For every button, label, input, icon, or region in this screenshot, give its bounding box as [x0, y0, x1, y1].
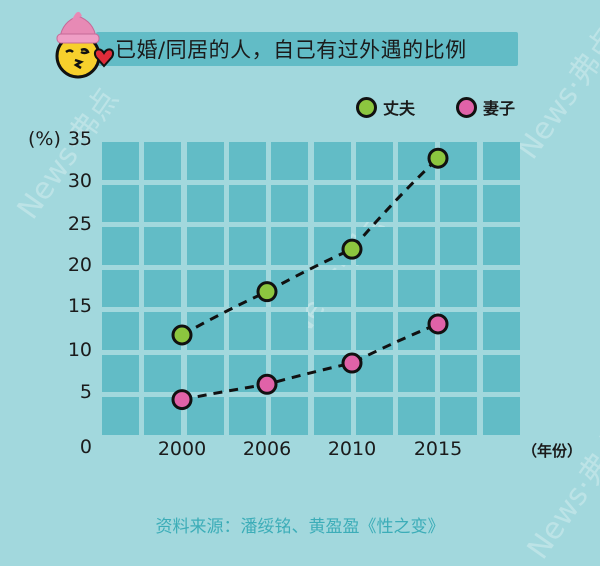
- grid-cell: [228, 227, 266, 265]
- husband-marker-icon: [356, 96, 377, 118]
- grid-cell: [102, 354, 139, 392]
- y-tick: 35: [67, 128, 92, 150]
- legend-label: 丈夫: [383, 99, 416, 118]
- grid-cell: [313, 312, 351, 350]
- grid-cell: [440, 269, 478, 307]
- grid-cell: [482, 269, 520, 307]
- grid-cell: [144, 227, 182, 265]
- grid-cell: [228, 312, 266, 350]
- grid-cell: [102, 227, 139, 265]
- chart-title: 已婚/同居的人，自己有过外遇的比例: [115, 38, 467, 62]
- grid-cell: [144, 354, 182, 392]
- wife-data-point: [256, 373, 278, 395]
- grid-cell: [355, 184, 393, 222]
- legend-item-wife: 妻子: [456, 95, 515, 119]
- husband-line: [181, 157, 440, 337]
- grid-cell: [102, 269, 139, 307]
- kissing-face-emoji-icon: [55, 11, 114, 79]
- grid-cell: [186, 227, 224, 265]
- husband-data-point: [171, 324, 193, 346]
- y-tick: 10: [67, 339, 92, 361]
- grid-cell: [398, 312, 436, 350]
- y-tick: 20: [67, 254, 92, 276]
- grid-cell: [313, 397, 351, 435]
- x-tick: 2015: [413, 438, 463, 460]
- y-tick: 5: [79, 381, 92, 403]
- line-plot: [171, 147, 449, 411]
- grid-cell: [398, 227, 436, 265]
- wife-data-point: [171, 389, 193, 411]
- grid-cell: [482, 184, 520, 222]
- grid-cell: [482, 354, 520, 392]
- grid-cell: [355, 142, 393, 180]
- grid-cell: [271, 184, 309, 222]
- grid-cell: [398, 269, 436, 307]
- grid-cell: [186, 354, 224, 392]
- y-tick: 0: [79, 436, 92, 458]
- grid-cell: [313, 269, 351, 307]
- grid-cell: [398, 184, 436, 222]
- grid-cell: [186, 312, 224, 350]
- grid-cell: [440, 184, 478, 222]
- legend-label: 妻子: [483, 99, 516, 118]
- grid-cell: [271, 269, 309, 307]
- y-tick: 25: [67, 213, 92, 235]
- x-axis-unit: （年份）: [522, 442, 583, 460]
- grid-cell: [482, 312, 520, 350]
- x-tick: 2010: [327, 438, 377, 460]
- grid-cell: [228, 184, 266, 222]
- grid-cell: [313, 184, 351, 222]
- grid-cell: [228, 142, 266, 180]
- grid-cell: [355, 397, 393, 435]
- source-citation: 资料来源：潘绥铭、黄盈盈《性之变》: [155, 517, 445, 537]
- grid-cell: [144, 184, 182, 222]
- husband-data-point: [427, 147, 449, 169]
- wife-marker-icon: [456, 96, 477, 118]
- grid-cell: [440, 397, 478, 435]
- grid-cell: [482, 142, 520, 180]
- husband-data-point: [341, 238, 363, 260]
- grid-cell: [271, 142, 309, 180]
- grid-cell: [271, 312, 309, 350]
- wife-data-point: [427, 313, 449, 335]
- x-tick: 2006: [242, 438, 292, 460]
- grid-cell: [144, 142, 182, 180]
- grid-cell: [313, 142, 351, 180]
- grid-cell: [355, 227, 393, 265]
- grid-cell: [186, 142, 224, 180]
- grid-cell: [144, 269, 182, 307]
- grid-cell: [482, 397, 520, 435]
- x-tick: 2000: [157, 438, 207, 460]
- wife-line: [181, 322, 439, 402]
- grid-cell: [102, 184, 139, 222]
- grid-cell: [102, 142, 139, 180]
- grid-cell: [482, 227, 520, 265]
- legend-item-husband: 丈夫: [356, 95, 415, 119]
- grid-cell: [186, 184, 224, 222]
- grid-cell: [398, 397, 436, 435]
- grid-cell: [186, 397, 224, 435]
- grid-cell: [271, 397, 309, 435]
- grid-cell: [102, 312, 139, 350]
- y-tick: 15: [67, 295, 92, 317]
- grid-cell: [355, 312, 393, 350]
- grid-cell: [440, 227, 478, 265]
- grid-cell: [271, 227, 309, 265]
- grid-cell: [398, 354, 436, 392]
- grid-cell: [440, 354, 478, 392]
- grid-cell: [355, 269, 393, 307]
- y-axis-unit: (%): [28, 128, 61, 150]
- grid-cell: [228, 397, 266, 435]
- wife-data-point: [341, 352, 363, 374]
- y-tick: 30: [67, 170, 92, 192]
- grid-cell: [186, 269, 224, 307]
- title-banner: [96, 32, 518, 66]
- husband-data-point: [256, 281, 278, 303]
- grid-cell: [102, 397, 139, 435]
